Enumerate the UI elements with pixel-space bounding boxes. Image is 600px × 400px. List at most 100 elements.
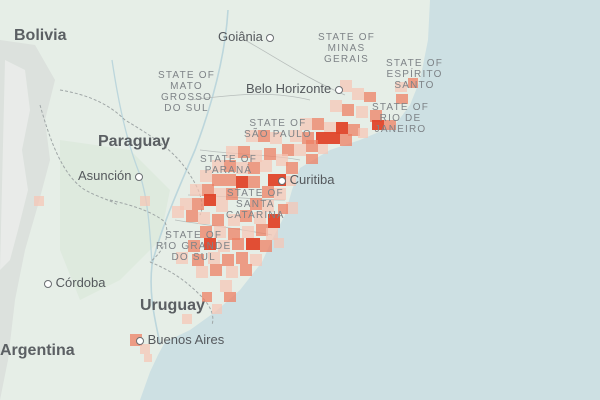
country-label-paraguay: Paraguay xyxy=(98,133,171,150)
city-dot-icon xyxy=(334,85,343,94)
city-dot-icon xyxy=(266,33,275,42)
city-label-curitiba[interactable]: Curitiba xyxy=(278,173,334,186)
heatmap-cell xyxy=(248,162,260,174)
heatmap-cell xyxy=(228,214,240,226)
heatmap-cell xyxy=(408,78,418,88)
heatmap-cell xyxy=(266,228,278,240)
heatmap-cell xyxy=(242,226,254,238)
heatmap-cell xyxy=(226,146,238,158)
state-label-minas-gerais: STATE OF MINAS GERAIS xyxy=(318,32,376,65)
heatmap-cell xyxy=(348,124,360,136)
heatmap-cell xyxy=(306,140,318,152)
heatmap-cell xyxy=(318,144,328,154)
heatmap-cell xyxy=(254,212,266,224)
country-label-uruguay: Uruguay xyxy=(140,297,205,314)
city-name: Buenos Aires xyxy=(147,332,225,347)
heatmap-cell xyxy=(396,94,408,104)
heatmap-cell xyxy=(290,130,302,142)
heatmap-cell xyxy=(372,120,384,130)
heatmap-cell xyxy=(262,200,274,212)
heatmap-cell xyxy=(238,146,250,158)
heatmap-layer xyxy=(34,78,418,362)
heatmap-cell xyxy=(204,194,216,206)
city-label-buenos-aires[interactable]: Buenos Aires xyxy=(136,333,224,346)
city-dot-icon xyxy=(136,336,144,345)
heatmap-cell xyxy=(356,106,368,118)
heatmap-cell xyxy=(294,144,306,156)
heatmap-cell xyxy=(240,210,252,222)
city-name: Goiânia xyxy=(218,29,263,44)
heatmap-cell xyxy=(336,122,348,134)
heatmap-cell xyxy=(250,198,262,210)
heatmap-cell xyxy=(240,264,252,276)
vegetation-patch xyxy=(60,140,170,300)
heatmap-cell xyxy=(330,100,342,112)
heatmap-cell xyxy=(140,196,150,206)
heatmap-cell xyxy=(300,118,312,130)
heatmap-cell xyxy=(196,266,208,278)
heatmap-cell xyxy=(260,240,272,252)
heatmap-cell xyxy=(286,176,296,186)
heatmap-cell xyxy=(364,92,376,102)
city-name: Curitiba xyxy=(289,172,335,187)
heatmap-cell xyxy=(262,186,274,198)
heatmap-cell xyxy=(274,188,286,200)
heatmap-cell xyxy=(342,104,354,116)
heatmap-cell xyxy=(278,204,288,214)
heatmap-cell xyxy=(212,160,224,172)
heatmap-cell xyxy=(270,132,282,144)
city-dot-icon xyxy=(44,279,52,288)
heatmap-cell xyxy=(220,280,232,292)
heatmap-cell xyxy=(370,110,382,122)
state-label-santa-catarina: STATE OF SANTA CATARINA xyxy=(226,188,285,221)
heatmap-cell xyxy=(358,128,368,138)
heatmap-cell xyxy=(274,238,284,248)
heatmap-cell xyxy=(214,226,226,238)
heatmap-cell xyxy=(200,226,212,238)
heatmap-cell xyxy=(182,314,192,324)
heatmap-cell xyxy=(232,238,244,250)
heatmap-cell xyxy=(286,202,298,214)
state-label-rio-de-janeiro: STATE OF RIO DE JANEIRO xyxy=(372,102,430,135)
heatmap-cell xyxy=(236,176,248,188)
andes-relief-light xyxy=(0,60,30,270)
heatmap-cell xyxy=(328,132,340,144)
state-label-parana: STATE OF PARANÁ xyxy=(200,154,258,176)
heatmap-cell xyxy=(208,252,220,264)
city-label-asuncion[interactable]: Asunción xyxy=(78,168,144,183)
heatmap-cell xyxy=(186,210,198,222)
city-label-goiania[interactable]: Goiânia xyxy=(218,29,275,44)
country-label-argentina: Argentina xyxy=(0,342,75,359)
heatmap-cell xyxy=(384,120,396,130)
heatmap-cell xyxy=(395,82,407,92)
city-name: Córdoba xyxy=(55,275,106,290)
heatmap-cell xyxy=(172,206,184,218)
city-name: Asunción xyxy=(78,168,132,183)
heatmap-cell xyxy=(324,122,336,134)
state-label-rio-grande-do-sul: STATE OF RIO GRANDE DO SUL xyxy=(156,230,232,263)
city-dot-icon xyxy=(278,176,286,185)
state-label-espirito-santo: STATE OF ESPÍRITO SANTO xyxy=(386,58,444,91)
heatmap-cell xyxy=(192,254,204,266)
heatmap-cell xyxy=(202,292,212,302)
river-parana xyxy=(150,9,229,346)
heatmap-cell xyxy=(316,132,328,144)
heatmap-cell xyxy=(264,148,276,160)
city-label-cordoba[interactable]: Córdoba xyxy=(44,276,106,289)
city-label-belo-horizonte[interactable]: Belo Horizonte xyxy=(246,82,343,95)
heatmap-cell xyxy=(192,198,204,210)
heatmap-cell xyxy=(246,130,258,142)
heatmap-cell xyxy=(212,174,224,186)
heatmap-cell xyxy=(260,160,272,172)
heatmap-cell xyxy=(352,88,364,100)
heatmap-cell xyxy=(250,150,262,162)
heatmap-cell xyxy=(214,188,226,200)
heatmap-cell xyxy=(246,238,260,250)
heatmap-cell xyxy=(268,214,280,228)
heatmap-cell xyxy=(226,266,238,278)
heatmap-cell xyxy=(340,80,352,92)
heatmap-cell xyxy=(250,254,262,266)
heatmap-cell xyxy=(34,196,44,206)
heatmap-cell xyxy=(222,254,234,266)
